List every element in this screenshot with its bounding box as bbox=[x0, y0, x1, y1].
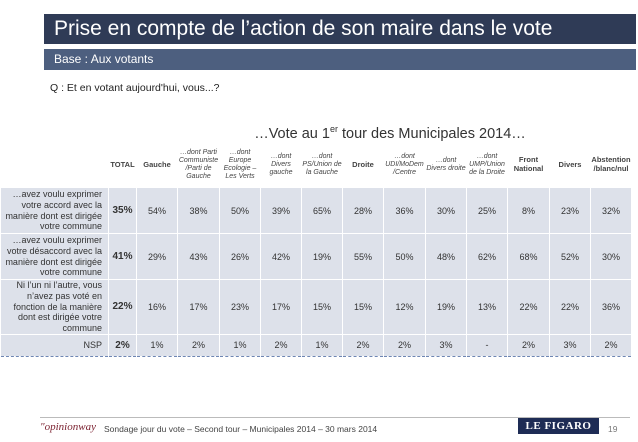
column-header: …dont UMP/Union de la Droite bbox=[466, 142, 508, 188]
table-cell: 62% bbox=[466, 233, 508, 280]
table-cell: 22% bbox=[507, 279, 550, 335]
column-header: …dont Parti Communiste /Parti de Gauche bbox=[177, 142, 220, 188]
table-cell: 15% bbox=[301, 279, 343, 335]
table-cell: 54% bbox=[136, 187, 178, 234]
table-cell: 3% bbox=[549, 333, 591, 357]
column-header: …dont PS/Union de la Gauche bbox=[301, 142, 343, 188]
column-header: Front National bbox=[507, 142, 550, 188]
column-header: …dont UDI/MoDem /Centre bbox=[383, 142, 426, 188]
table-row-accord: …avez voulu exprimer votre accord avec l… bbox=[0, 187, 632, 234]
table-cell: 38% bbox=[177, 187, 220, 234]
table-cell: 28% bbox=[342, 187, 384, 234]
table-cell: 12% bbox=[383, 279, 426, 335]
slide-title: Prise en compte de l’action de son maire… bbox=[44, 14, 636, 44]
column-header: …dont Divers gauche bbox=[260, 142, 302, 188]
table-cell: 68% bbox=[507, 233, 550, 280]
table-cell-total: 2% bbox=[108, 333, 137, 357]
table-cell: 39% bbox=[260, 187, 302, 234]
table-cell: 30% bbox=[425, 187, 467, 234]
table-cell: 36% bbox=[383, 187, 426, 234]
vote-heading-superscript: er bbox=[329, 124, 338, 134]
table-cell: 42% bbox=[260, 233, 302, 280]
row-label: …avez voulu exprimer votre accord avec l… bbox=[0, 187, 109, 234]
vote-heading: …Vote au 1er tour des Municipales 2014… bbox=[180, 124, 600, 142]
table-cell: 17% bbox=[177, 279, 220, 335]
column-header: Abstention /blanc/nul bbox=[590, 142, 632, 188]
row-label: NSP bbox=[0, 333, 109, 357]
table-cell: 52% bbox=[549, 233, 591, 280]
table-cell: 1% bbox=[219, 333, 261, 357]
table-cell: 22% bbox=[549, 279, 591, 335]
table-cell: 55% bbox=[342, 233, 384, 280]
table-cell: 19% bbox=[301, 233, 343, 280]
table-cell: 15% bbox=[342, 279, 384, 335]
table-cell: 2% bbox=[590, 333, 632, 357]
opinionway-logo: "opinionway bbox=[40, 421, 96, 433]
table-cell: 23% bbox=[219, 279, 261, 335]
table-cell: 19% bbox=[425, 279, 467, 335]
table-cell: 30% bbox=[590, 233, 632, 280]
table-cell: - bbox=[466, 333, 508, 357]
footer-source: Sondage jour du vote – Second tour – Mun… bbox=[104, 424, 378, 434]
table-cell: 25% bbox=[466, 187, 508, 234]
table-cell: 36% bbox=[590, 279, 632, 335]
table-cell: 26% bbox=[219, 233, 261, 280]
table-cell: 65% bbox=[301, 187, 343, 234]
table-cell: 1% bbox=[301, 333, 343, 357]
column-header: Droite bbox=[342, 142, 384, 188]
table-cell: 2% bbox=[177, 333, 220, 357]
table-cell: 13% bbox=[466, 279, 508, 335]
column-header: Gauche bbox=[136, 142, 178, 188]
row-label: Ni l’un ni l’autre, vous n’avez pas voté… bbox=[0, 279, 109, 335]
table-cell: 3% bbox=[425, 333, 467, 357]
table-cell-total: 41% bbox=[108, 233, 137, 280]
table-cell: 29% bbox=[136, 233, 178, 280]
table-cell: 1% bbox=[136, 333, 178, 357]
le-figaro-logo: LE FIGARO bbox=[518, 418, 599, 434]
table-cell: 2% bbox=[383, 333, 426, 357]
table-cell-total: 35% bbox=[108, 187, 137, 234]
table-cell: 16% bbox=[136, 279, 178, 335]
row-label: …avez voulu exprimer votre désaccord ave… bbox=[0, 233, 109, 280]
table-row-neither: Ni l’un ni l’autre, vous n’avez pas voté… bbox=[0, 279, 632, 335]
table-cell-total: 22% bbox=[108, 279, 137, 335]
table-cell: 23% bbox=[549, 187, 591, 234]
table-corner bbox=[0, 142, 109, 188]
page-number: 19 bbox=[608, 424, 618, 434]
results-table: TOTAL Gauche …dont Parti Communiste /Par… bbox=[0, 142, 632, 357]
table-cell: 8% bbox=[507, 187, 550, 234]
table-cell: 2% bbox=[260, 333, 302, 357]
table-cell: 17% bbox=[260, 279, 302, 335]
survey-question: Q : Et en votant aujourd'hui, vous...? bbox=[50, 82, 220, 94]
footer-divider bbox=[40, 417, 630, 418]
table-cell: 43% bbox=[177, 233, 220, 280]
table-row-nsp: NSP 2% 1% 2% 1% 2% 1% 2% 2% 3% - 2% 3% 2… bbox=[0, 333, 632, 357]
column-header: Divers bbox=[549, 142, 591, 188]
column-header: …dont Divers droite bbox=[425, 142, 467, 188]
column-header: …dont Europe Ecologie – Les Verts bbox=[219, 142, 261, 188]
column-header: TOTAL bbox=[108, 142, 137, 188]
table-cell: 2% bbox=[342, 333, 384, 357]
vote-heading-end: tour des Municipales 2014… bbox=[337, 125, 526, 142]
table-cell: 32% bbox=[590, 187, 632, 234]
slide-subtitle: Base : Aux votants bbox=[44, 49, 636, 70]
table-row-desaccord: …avez voulu exprimer votre désaccord ave… bbox=[0, 233, 632, 280]
table-cell: 48% bbox=[425, 233, 467, 280]
table-header-row: TOTAL Gauche …dont Parti Communiste /Par… bbox=[0, 142, 632, 188]
table-cell: 50% bbox=[219, 187, 261, 234]
table-cell: 2% bbox=[507, 333, 550, 357]
vote-heading-start: …Vote au 1 bbox=[254, 125, 330, 142]
table-cell: 50% bbox=[383, 233, 426, 280]
